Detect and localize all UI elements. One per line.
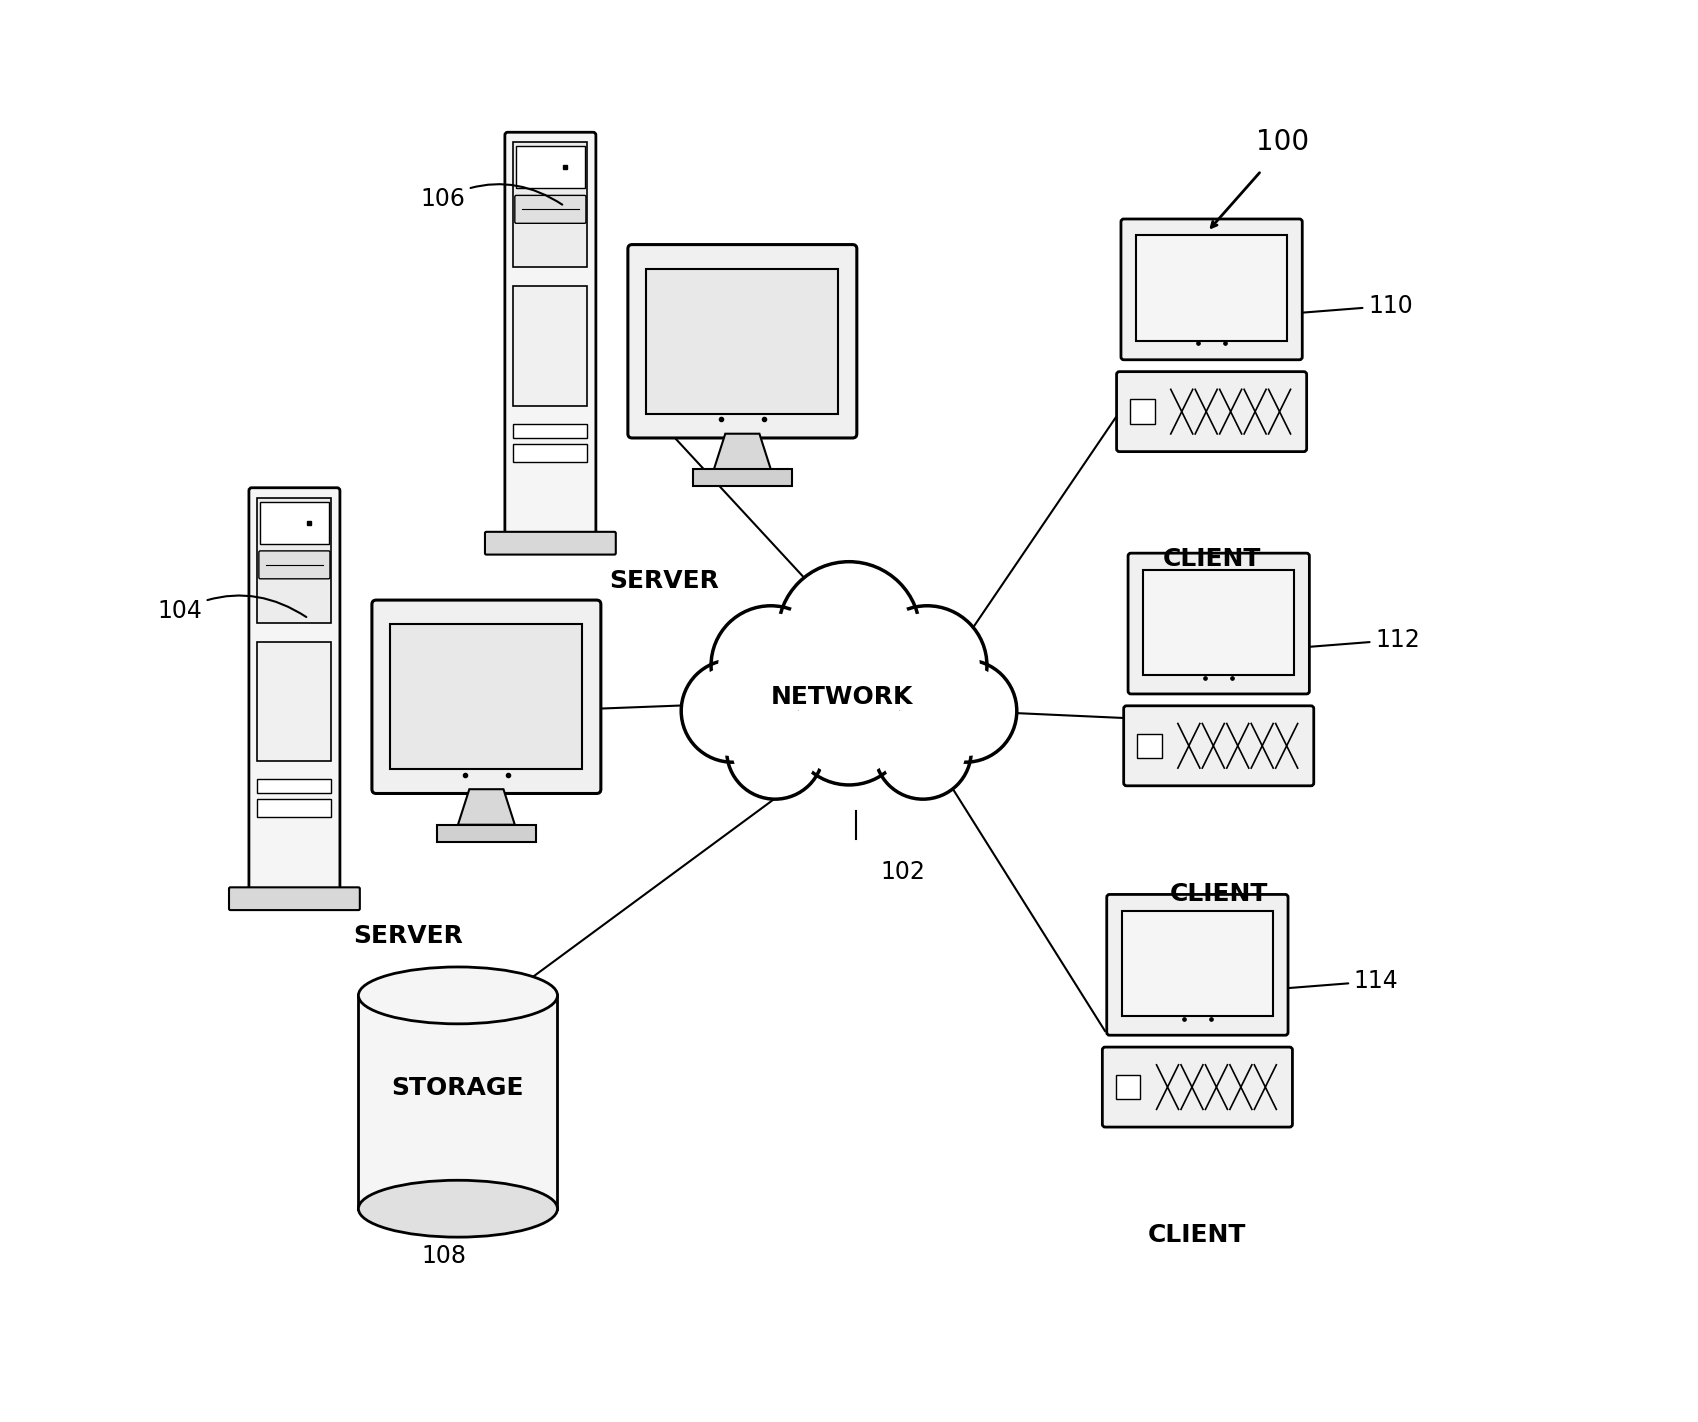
Bar	[1116, 1075, 1141, 1099]
Bar	[358, 995, 557, 1209]
Circle shape	[790, 665, 908, 785]
Text: 112: 112	[1309, 629, 1420, 651]
Circle shape	[920, 665, 1010, 757]
Circle shape	[681, 660, 783, 762]
FancyBboxPatch shape	[628, 245, 857, 438]
Circle shape	[915, 660, 1017, 762]
Text: 100: 100	[1257, 128, 1309, 156]
FancyBboxPatch shape	[504, 132, 596, 536]
Bar	[1143, 570, 1294, 675]
Ellipse shape	[358, 1180, 557, 1237]
Text: 106: 106	[419, 185, 562, 210]
Text: CLIENT: CLIENT	[1163, 547, 1262, 572]
Text: NETWORK: NETWORK	[771, 685, 914, 708]
Bar	[258, 498, 331, 623]
FancyBboxPatch shape	[1107, 894, 1289, 1035]
Bar	[258, 779, 331, 793]
Bar	[391, 624, 582, 769]
Polygon shape	[713, 434, 771, 469]
Bar	[1136, 235, 1287, 341]
Text: STORAGE: STORAGE	[392, 1076, 525, 1099]
FancyBboxPatch shape	[250, 488, 340, 892]
Bar	[436, 825, 537, 842]
Bar	[513, 286, 588, 405]
Text: CLIENT: CLIENT	[1148, 1223, 1246, 1247]
FancyBboxPatch shape	[258, 550, 329, 579]
FancyBboxPatch shape	[1117, 371, 1307, 452]
Polygon shape	[458, 789, 514, 825]
FancyBboxPatch shape	[1121, 219, 1302, 360]
Bar	[1122, 910, 1274, 1017]
Text: SERVER: SERVER	[353, 924, 464, 948]
Text: 110: 110	[1302, 294, 1413, 317]
Text: 114: 114	[1289, 970, 1399, 993]
Bar	[258, 641, 331, 761]
FancyBboxPatch shape	[1124, 705, 1314, 786]
Text: 104: 104	[158, 596, 306, 623]
Circle shape	[868, 606, 987, 725]
FancyBboxPatch shape	[1127, 553, 1309, 694]
Circle shape	[718, 613, 824, 718]
Circle shape	[711, 606, 830, 725]
Circle shape	[732, 708, 818, 793]
Circle shape	[796, 673, 902, 778]
Bar	[1131, 400, 1155, 424]
Circle shape	[778, 562, 920, 704]
FancyBboxPatch shape	[486, 532, 616, 555]
Text: CLIENT: CLIENT	[1170, 882, 1268, 906]
Bar	[693, 469, 793, 486]
Bar	[647, 269, 839, 414]
Circle shape	[874, 613, 980, 718]
Circle shape	[874, 702, 971, 799]
Circle shape	[688, 665, 778, 757]
Bar	[513, 424, 588, 438]
Circle shape	[786, 570, 912, 695]
Text: 108: 108	[421, 1244, 467, 1268]
Circle shape	[727, 702, 824, 799]
Bar	[516, 146, 584, 188]
Circle shape	[880, 708, 966, 793]
Bar	[1138, 734, 1161, 758]
FancyBboxPatch shape	[372, 600, 601, 793]
Text: SERVER: SERVER	[610, 569, 718, 593]
Ellipse shape	[358, 967, 557, 1024]
Text: 102: 102	[881, 860, 925, 884]
FancyBboxPatch shape	[1102, 1047, 1292, 1128]
Bar	[258, 799, 331, 818]
FancyBboxPatch shape	[229, 887, 360, 910]
FancyBboxPatch shape	[514, 195, 586, 223]
Bar	[513, 142, 588, 267]
Bar	[260, 502, 328, 543]
Bar	[513, 444, 588, 462]
